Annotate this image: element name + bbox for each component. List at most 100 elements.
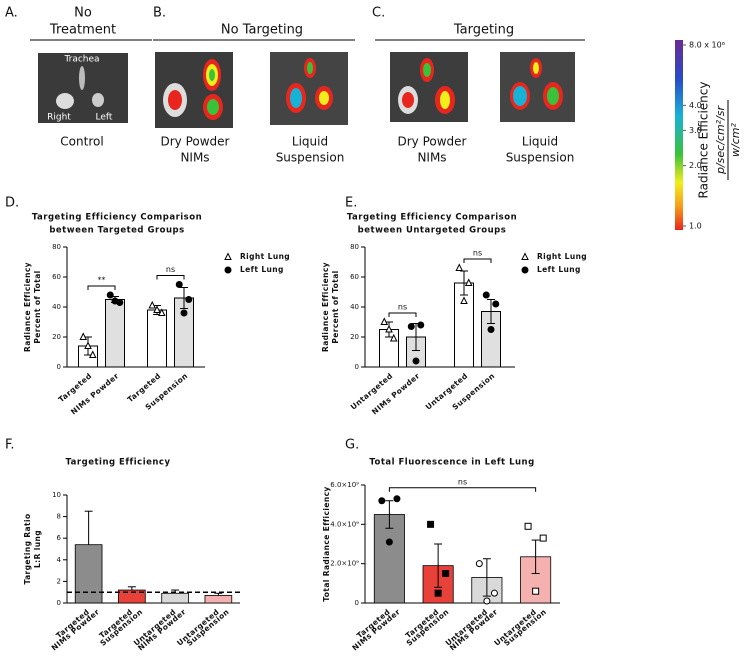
lung-image	[390, 52, 468, 122]
data-point	[378, 497, 386, 505]
data-point	[380, 317, 389, 325]
data-point	[106, 291, 114, 299]
data-point	[475, 560, 483, 568]
data-point	[224, 252, 232, 260]
image-annotation: Left	[96, 113, 113, 123]
y-tick-label: 6.0×10⁹	[330, 481, 359, 489]
colorbar-title: Radiance Efficiency	[697, 82, 711, 199]
y-tick-label: 10	[52, 491, 61, 499]
chart-title: between Untargeted Groups	[358, 226, 507, 236]
legend-label: Right Lung	[537, 252, 587, 261]
lung-shape	[56, 93, 74, 109]
bar	[204, 595, 233, 604]
bar	[454, 282, 474, 368]
data-point	[185, 296, 193, 303]
y-tick-label: 0	[57, 363, 61, 371]
x-tick-label: NIMs Powder	[370, 371, 422, 416]
y-tick-label: 80	[350, 243, 359, 251]
data-point	[385, 538, 393, 546]
image-caption: Dry Powder	[398, 135, 467, 149]
x-tick-label: NIMs Powder	[69, 371, 121, 416]
y-tick-label: 6	[57, 534, 62, 542]
data-point	[524, 522, 532, 530]
data-point	[389, 333, 398, 342]
data-point	[490, 589, 498, 597]
significance-label: **	[98, 276, 106, 285]
trachea-shape	[79, 66, 85, 90]
y-tick-label: 20	[52, 333, 61, 341]
y-tick-label: 80	[52, 243, 61, 251]
data-point	[427, 520, 435, 528]
data-point	[153, 305, 161, 313]
chart-title: Targeting Efficiency	[65, 458, 170, 468]
y-tick-label: 60	[350, 273, 359, 281]
y-tick-label: 0	[355, 363, 359, 371]
y-axis-label: Radiance Efficiency	[321, 262, 330, 352]
image-annotation: Right	[47, 113, 71, 123]
panel-label: B.	[153, 6, 166, 21]
data-point	[492, 300, 500, 308]
data-point	[148, 300, 157, 309]
data-point	[455, 263, 464, 271]
bar	[105, 299, 125, 368]
image-caption: Control	[60, 135, 103, 149]
data-point	[224, 266, 232, 274]
panel-label: E.	[345, 196, 357, 211]
y-axis-label: Percent of Total	[331, 270, 340, 343]
panel-heading: Targeting	[453, 23, 514, 38]
data-point	[460, 296, 468, 304]
panel-label: D.	[5, 196, 19, 211]
lung-image	[155, 52, 233, 128]
image-caption: NIMs	[180, 151, 209, 165]
data-point	[180, 309, 188, 317]
data-point	[434, 589, 442, 597]
data-point	[111, 297, 119, 305]
data-point	[79, 332, 88, 340]
colorbar-tick-label: 8.0 x 10⁶	[689, 41, 725, 50]
data-point	[483, 597, 491, 605]
data-point	[393, 495, 401, 503]
data-point	[84, 341, 92, 349]
significance-label: ns	[458, 477, 467, 486]
significance-bracket	[156, 275, 185, 280]
panel-label: A.	[5, 6, 18, 21]
data-point	[88, 350, 97, 358]
y-axis-label: Targeting Ratio	[23, 514, 32, 585]
y-tick-label: 40	[350, 303, 359, 311]
panel-label: C.	[372, 6, 385, 21]
y-axis-label: Total Radiance Efficiency	[322, 486, 331, 601]
colorbar-tick-label: 3.0	[689, 126, 702, 135]
y-tick-label: 0	[57, 599, 61, 607]
chart-title: Total Fluorescence in Left Lung	[369, 458, 534, 468]
image-caption: Liquid	[522, 135, 558, 149]
chart-title: Targeting Efficiency Comparison	[32, 213, 202, 223]
data-point	[407, 323, 415, 330]
data-point	[521, 266, 529, 274]
data-point	[385, 324, 393, 333]
y-axis-label: Percent of Total	[33, 270, 42, 343]
panel-label: F.	[5, 438, 15, 453]
y-axis-label: Radiance Efficiency	[23, 262, 32, 352]
data-point	[412, 357, 420, 365]
significance-label: ns	[473, 249, 482, 258]
colorbar-unit: w/cm²	[729, 122, 742, 156]
significance-bracket	[388, 487, 537, 492]
data-point	[487, 326, 495, 333]
significance-bracket	[87, 285, 116, 290]
panel-heading: No	[74, 6, 92, 21]
y-tick-label: 0	[355, 599, 359, 607]
bar	[147, 309, 167, 368]
chart-panel: F. Targeting Efficiency Targeting Ratio L:R…	[5, 438, 240, 652]
legend-label: Left Lung	[537, 265, 581, 274]
y-tick-label: 40	[52, 303, 61, 311]
colorbar-tick-label: 1.0	[689, 222, 702, 231]
y-tick-label: 8	[57, 513, 61, 521]
significance-bracket	[463, 258, 492, 263]
y-tick-label: 2	[57, 577, 61, 585]
y-axis-label: L:R lung	[33, 530, 42, 568]
data-point	[521, 252, 529, 260]
panel-heading: Treatment	[49, 23, 116, 38]
data-point	[482, 291, 490, 299]
colorbar-tick-label: 4.0	[689, 101, 702, 110]
